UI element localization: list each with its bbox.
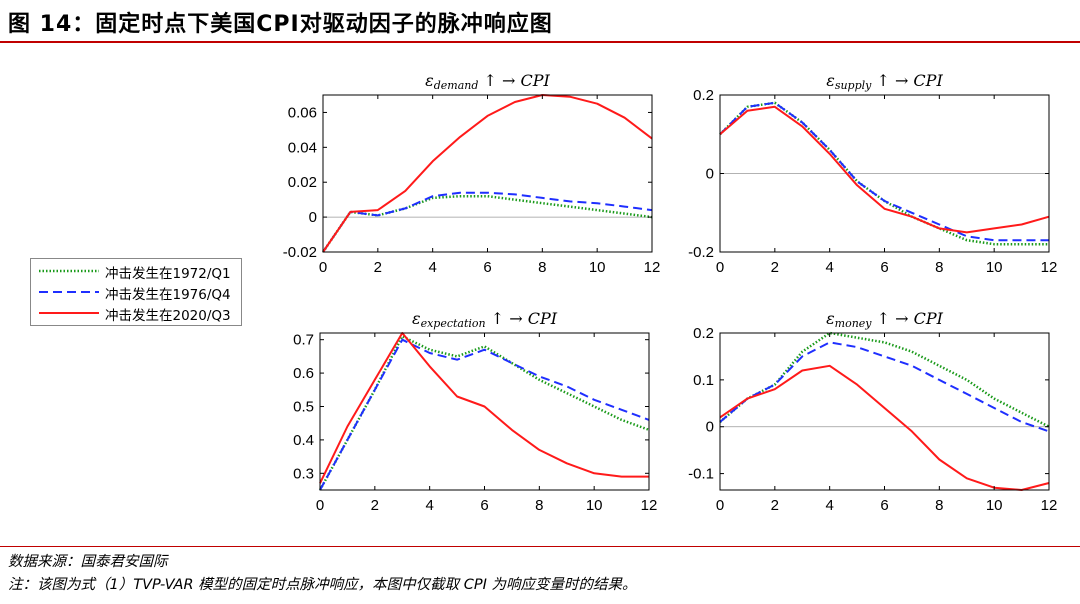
y-tick-label: 0 (309, 209, 317, 226)
y-tick-label: 0.5 (293, 398, 314, 415)
y-tick-label: -0.1 (688, 466, 714, 483)
y-tick-label: 0.7 (293, 332, 314, 349)
x-tick-label: 0 (716, 259, 724, 276)
series-line-1 (321, 194, 653, 253)
legend-item-1972: 冲击发生在1972/Q1 (35, 261, 239, 282)
chart-panel-expectation: 0 2 4 6 8 10 12 0.3 0.4 0.5 0.6 0.7 εexpectation ↑ →… (293, 309, 657, 514)
legend-label: 冲击发生在1972/Q1 (105, 266, 231, 282)
x-tick-label: 8 (538, 259, 546, 276)
x-tick-label: 10 (586, 497, 603, 514)
panel-title-subscript: money (835, 317, 873, 330)
x-tick-label: 2 (771, 497, 779, 514)
y-tick-label: 0.4 (293, 432, 314, 449)
x-tick-label: 10 (589, 259, 606, 276)
panel-title: εsupply ↑ → CPI (826, 71, 943, 92)
x-tick-label: 0 (716, 497, 724, 514)
series-line-3 (322, 94, 653, 253)
series-line-1 (719, 331, 1050, 428)
panel-title-subscript: supply (835, 79, 872, 92)
legend-swatch-dotted (39, 269, 99, 273)
axes-frame (319, 332, 650, 491)
y-tick-label: 0.04 (288, 139, 317, 156)
series-line-2 (319, 338, 650, 491)
panel-title: εdemand ↑ → CPI (425, 71, 550, 92)
series-line-2 (322, 191, 653, 253)
legend-item-2020: 冲击发生在2020/Q3 (35, 303, 239, 324)
legend-label: 冲击发生在2020/Q3 (105, 308, 231, 324)
x-tick-label: 4 (825, 259, 833, 276)
x-tick-label: 8 (535, 497, 543, 514)
y-tick-label: 0.2 (693, 87, 714, 104)
figure-title: 图 14：固定时点下美国CPI对驱动因子的脉冲响应图 (8, 12, 553, 37)
panel-title: εexpectation ↑ → CPI (412, 309, 558, 330)
y-tick-label: 0.06 (288, 104, 317, 121)
panel-title-rest: ↑ → CPI (478, 71, 550, 90)
legend-label: 冲击发生在1976/Q4 (105, 287, 231, 303)
x-tick-label: 10 (986, 259, 1003, 276)
panel-title-subscript: demand (434, 79, 479, 92)
y-tick-label: 0.3 (293, 465, 314, 482)
panel-title-eps: ε (826, 71, 835, 90)
axes-frame (719, 332, 1050, 491)
x-tick-label: 6 (880, 497, 888, 514)
chart-legend: 冲击发生在1972/Q1 冲击发生在1976/Q4 冲击发生在2020/Q3 (30, 258, 242, 326)
source-note: 数据来源：国泰君安国际 (8, 554, 168, 570)
x-tick-label: 12 (1041, 259, 1058, 276)
x-tick-label: 0 (319, 259, 327, 276)
y-tick-label: -0.2 (688, 244, 714, 261)
x-tick-label: 6 (483, 259, 491, 276)
x-tick-label: 10 (986, 497, 1003, 514)
panel-title-rest: ↑ → CPI (871, 71, 943, 90)
title-divider (0, 41, 1080, 43)
series-line-2 (719, 101, 1049, 242)
x-tick-label: 2 (771, 259, 779, 276)
axes-frame (322, 94, 653, 253)
series-line-3 (719, 105, 1050, 234)
x-tick-label: 12 (641, 497, 658, 514)
y-tick-label: -0.02 (283, 244, 317, 261)
panel-title-rest: ↑ → CPI (872, 309, 944, 328)
legend-swatch-solid (39, 312, 99, 314)
x-tick-label: 2 (374, 259, 382, 276)
legend-item-1976: 冲击发生在1976/Q4 (35, 282, 239, 303)
series-line-1 (318, 335, 650, 491)
x-tick-label: 6 (480, 497, 488, 514)
x-tick-label: 2 (371, 497, 379, 514)
y-tick-label: 0 (706, 166, 714, 183)
x-tick-label: 4 (425, 497, 433, 514)
x-tick-label: 12 (1041, 497, 1058, 514)
panel-title-subscript: expectation (421, 317, 486, 330)
legend-swatch-dashed (39, 291, 99, 293)
x-tick-label: 12 (644, 259, 661, 276)
x-tick-label: 8 (935, 497, 943, 514)
footnote: 注：该图为式（1）TVP-VAR 模型的固定时点脉冲响应，本图中仅截取 CPI … (8, 577, 637, 593)
panel-title-eps: ε (826, 309, 835, 328)
panel-title: εmoney ↑ → CPI (826, 309, 944, 330)
series-line-3 (719, 364, 1050, 491)
y-tick-label: 0 (706, 419, 714, 436)
y-tick-label: 0.02 (288, 174, 317, 191)
y-tick-label: 0.1 (693, 372, 714, 389)
x-tick-label: 8 (935, 259, 943, 276)
y-tick-label: 0.6 (293, 365, 314, 382)
y-tick-label: 0.2 (693, 325, 714, 342)
x-tick-label: 6 (880, 259, 888, 276)
x-tick-label: 4 (825, 497, 833, 514)
panel-title-eps: ε (425, 71, 434, 90)
panel-title-rest: ↑ → CPI (486, 309, 558, 328)
x-tick-label: 0 (316, 497, 324, 514)
series-line-3 (319, 332, 649, 484)
x-tick-label: 4 (428, 259, 436, 276)
footer-divider (0, 546, 1080, 547)
panel-title-eps: ε (412, 309, 421, 328)
series-line-2 (719, 341, 1050, 433)
